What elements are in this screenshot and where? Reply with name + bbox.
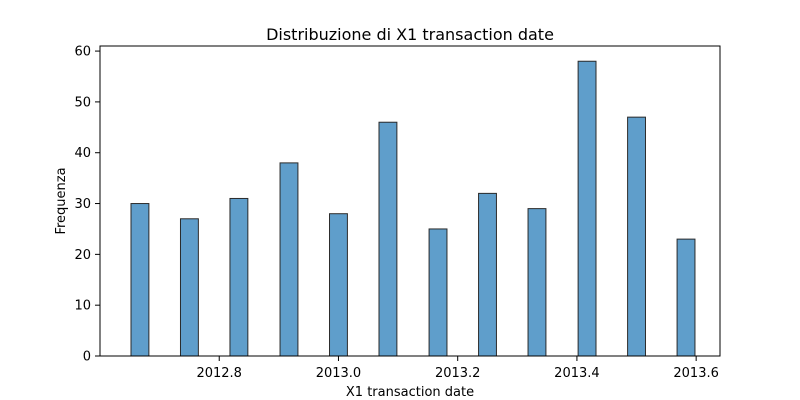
y-tick-label-3: 30 [74, 197, 91, 212]
y-tick-label-5: 50 [74, 95, 91, 110]
histogram-bar-7 [478, 192, 497, 357]
bars-layer [130, 60, 696, 357]
histogram-bar-11 [676, 238, 696, 357]
histogram-bar-8 [527, 208, 547, 357]
histogram-bar-6 [428, 228, 448, 357]
histogram-bar-3 [279, 162, 299, 357]
histogram-bar-4 [329, 213, 348, 357]
y-axis-label: Frequenza [54, 167, 69, 234]
x-tick-label-2: 2013.2 [435, 366, 481, 381]
histogram-bar-9 [577, 60, 597, 357]
x-tick-label-3: 2013.4 [554, 366, 600, 381]
plot-frame [99, 45, 721, 357]
y-tick-label-1: 10 [74, 299, 91, 314]
chart-title: Distribuzione di X1 transaction date [266, 25, 554, 44]
x-tick-label-4: 2013.6 [673, 366, 719, 381]
histogram-bar-2 [229, 197, 249, 357]
y-axis: 0 10 20 30 40 50 60 [74, 45, 100, 365]
x-tick-label-0: 2012.8 [196, 366, 242, 381]
x-axis-label: X1 transaction date [346, 385, 474, 400]
y-tick-label-0: 0 [83, 350, 91, 365]
histogram-bar-5 [378, 121, 398, 357]
histogram-bar-1 [179, 218, 199, 357]
x-axis: 2012.8 2013.0 2013.2 2013.4 2013.6 [196, 356, 719, 381]
y-tick-label-4: 40 [74, 146, 91, 161]
histogram-bar-0 [130, 203, 150, 357]
x-tick-label-1: 2013.0 [316, 366, 362, 381]
y-tick-label-2: 20 [74, 248, 91, 263]
histogram-bar-10 [627, 116, 646, 357]
y-tick-label-6: 60 [74, 45, 91, 60]
